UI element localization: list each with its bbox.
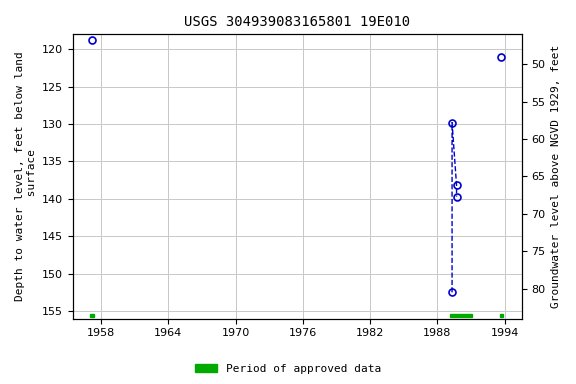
Y-axis label: Groundwater level above NGVD 1929, feet: Groundwater level above NGVD 1929, feet <box>551 45 561 308</box>
Title: USGS 304939083165801 19E010: USGS 304939083165801 19E010 <box>184 15 410 29</box>
Bar <box>450 314 472 318</box>
Legend: Period of approved data: Period of approved data <box>191 359 385 379</box>
Bar <box>90 314 94 318</box>
Y-axis label: Depth to water level, feet below land
 surface: Depth to water level, feet below land su… <box>15 51 37 301</box>
Bar <box>500 314 502 318</box>
